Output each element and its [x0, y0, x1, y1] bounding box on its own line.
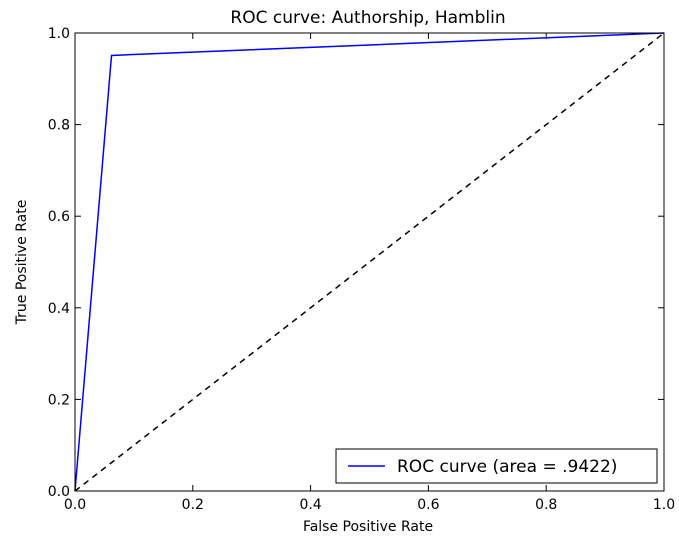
x-tick-labels: 0.0 0.2 0.4 0.6 0.8 1.0 [64, 497, 675, 513]
series-layer [74, 32, 665, 492]
legend-box [335, 448, 658, 484]
legend: ROC curve (area = .9422) [335, 448, 658, 484]
x-axis-title: False Positive Rate [303, 519, 433, 535]
x-tick-label: 0.4 [299, 497, 321, 513]
y-axis-title: True Positive Rate [14, 200, 30, 326]
chart-title: ROC curve: Authorship, Hamblin [230, 8, 505, 28]
x-tick-label: 0.8 [535, 497, 557, 513]
y-tick-label: 0.8 [48, 118, 70, 134]
plot-frame [74, 32, 665, 492]
y-tick-label: 0.4 [48, 301, 70, 317]
y-tick-label: 1.0 [48, 26, 70, 42]
y-tick-label: 0.6 [48, 209, 70, 225]
x-tick-label: 1.0 [653, 497, 675, 513]
y-tick-labels: 0.0 0.2 0.4 0.6 0.8 1.0 [48, 26, 70, 500]
roc-curve-line [74, 32, 665, 492]
chance-diagonal-line [74, 32, 665, 492]
x-tick-label: 0.0 [64, 497, 86, 513]
y-tick-label: 0.0 [48, 484, 70, 500]
y-tick-label: 0.2 [48, 392, 70, 408]
x-tick-label: 0.2 [182, 497, 204, 513]
x-tick-label: 0.6 [417, 497, 439, 513]
legend-label: ROC curve (area = .9422) [397, 457, 617, 477]
